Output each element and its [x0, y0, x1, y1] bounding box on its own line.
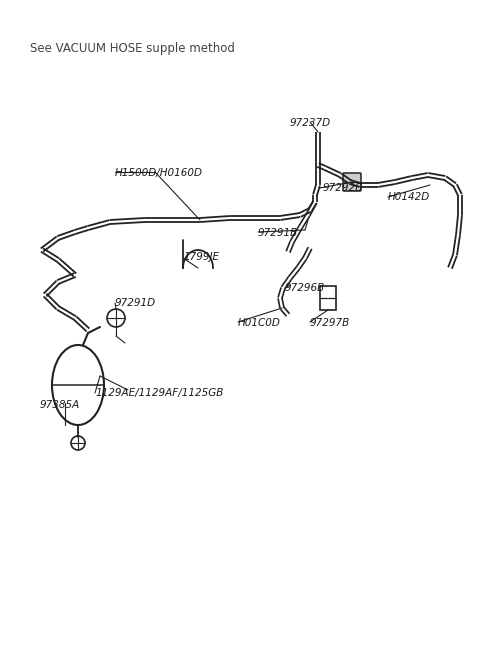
- Text: 97292B: 97292B: [323, 183, 363, 193]
- Ellipse shape: [52, 345, 104, 425]
- Text: 97296B: 97296B: [285, 283, 325, 293]
- FancyBboxPatch shape: [343, 173, 361, 191]
- Text: 1799JE: 1799JE: [183, 252, 219, 262]
- Text: See VACUUM HOSE supple method: See VACUUM HOSE supple method: [30, 42, 235, 55]
- Text: 97291D: 97291D: [115, 298, 156, 308]
- Text: H0142D: H0142D: [388, 192, 430, 202]
- Text: 97385A: 97385A: [40, 400, 80, 410]
- Text: 97237D: 97237D: [290, 118, 331, 128]
- Circle shape: [71, 436, 85, 450]
- Text: H1500D/H0160D: H1500D/H0160D: [115, 168, 203, 178]
- Circle shape: [107, 309, 125, 327]
- FancyBboxPatch shape: [320, 286, 336, 310]
- Text: 1129AE/1129AF/1125GB: 1129AE/1129AF/1125GB: [95, 388, 223, 398]
- Text: H01C0D: H01C0D: [238, 318, 281, 328]
- Text: 97297B: 97297B: [310, 318, 350, 328]
- Text: 97291B: 97291B: [258, 228, 298, 238]
